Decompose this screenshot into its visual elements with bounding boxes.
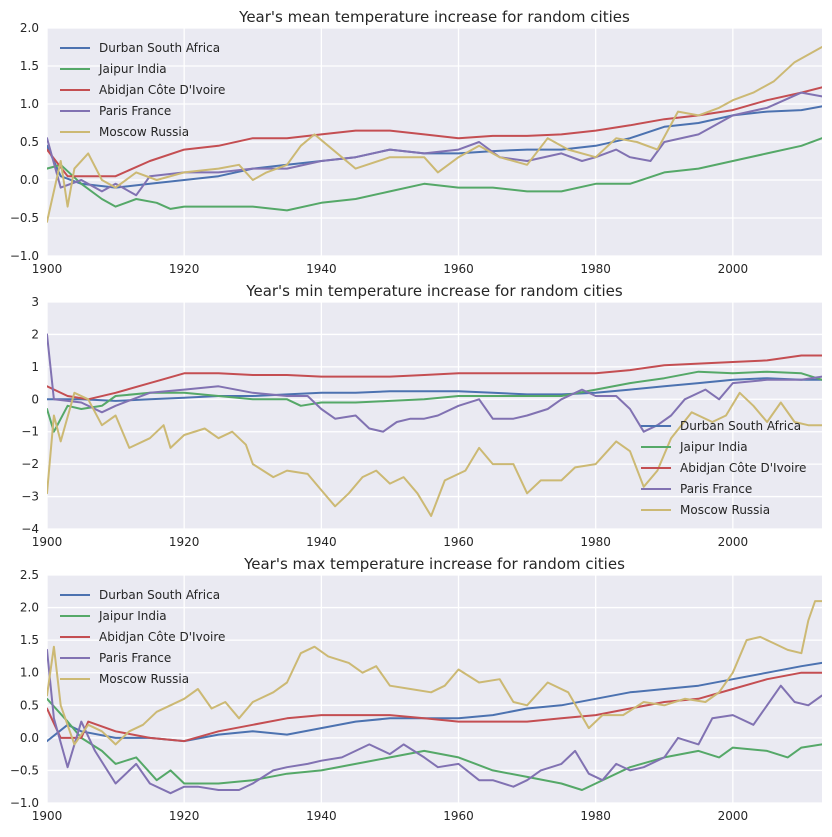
series-line-2	[47, 697, 822, 791]
legend: Durban South Africa Jaipur India Abidjan C…	[60, 41, 225, 139]
legend-label: Durban South Africa	[680, 419, 801, 433]
series-line-5	[47, 391, 822, 517]
chart-panel-3: 1900 1920 1940 1960 1980 2000 −1.0 −0.5 0.0 0.5 1.…	[10, 555, 822, 823]
y-tick-label: 2	[31, 327, 39, 341]
series-line-2	[47, 370, 822, 433]
x-tick-label: 1900	[32, 809, 63, 823]
y-tick-label: 0.0	[20, 731, 39, 745]
y-tick-label: 3	[31, 295, 39, 309]
legend-label: Abidjan Côte D'Ivoire	[680, 461, 806, 475]
x-tick-label: 2000	[718, 262, 749, 276]
series-line-4	[47, 648, 822, 795]
x-tick-label: 1940	[306, 262, 337, 276]
y-tick-label: 2.0	[20, 601, 39, 615]
y-tick-label: 0	[31, 392, 39, 406]
x-tick-label: 1960	[443, 262, 474, 276]
legend-label: Paris France	[99, 104, 171, 118]
x-tick-label: 1920	[169, 535, 200, 549]
series-line-5	[47, 600, 822, 746]
y-tick-label: −1	[21, 425, 39, 439]
legend-label: Durban South Africa	[99, 588, 220, 602]
y-tick-label: 1.0	[20, 666, 39, 680]
legend-label: Moscow Russia	[680, 503, 770, 517]
legend-label: Moscow Russia	[99, 672, 189, 686]
legend-label: Abidjan Côte D'Ivoire	[99, 83, 225, 97]
series-line-2	[47, 137, 822, 212]
x-tick-label: 1980	[580, 262, 611, 276]
legend-label: Jaipur India	[98, 609, 167, 623]
legend-label: Jaipur India	[98, 62, 167, 76]
x-tick-label: 2000	[718, 809, 749, 823]
y-tick-label: 1.5	[20, 59, 39, 73]
y-tick-label: −4	[21, 522, 39, 536]
y-tick-label: −1.0	[10, 249, 39, 263]
x-tick-label: 1960	[443, 535, 474, 549]
series-line-4	[47, 91, 822, 197]
chart-panel-2: 1900 1920 1940 1960 1980 2000 −4 −3 −2 −1 0 1 2 3 Year…	[21, 282, 822, 549]
y-tick-label: −1.0	[10, 796, 39, 810]
y-tick-label: 1	[31, 360, 39, 374]
x-tick-label: 1980	[580, 535, 611, 549]
y-tick-label: −0.5	[10, 763, 39, 777]
y-tick-label: 2.5	[20, 568, 39, 582]
x-tick-label: 1920	[169, 262, 200, 276]
x-tick-label: 1920	[169, 809, 200, 823]
y-tick-label: −3	[21, 490, 39, 504]
y-tick-label: 0.5	[20, 698, 39, 712]
x-tick-label: 1900	[32, 535, 63, 549]
series-line-1	[47, 377, 822, 402]
chart-panel-1: 1900 1920 1940 1960 1980 2000 −1.0 −0.5 0.0 0.5 1.…	[10, 8, 822, 276]
x-tick-label: 1900	[32, 262, 63, 276]
x-tick-label: 1960	[443, 809, 474, 823]
x-tick-label: 1940	[306, 809, 337, 823]
y-tick-label: 1.0	[20, 97, 39, 111]
y-tick-label: −0.5	[10, 211, 39, 225]
legend: Durban South Africa Jaipur India Abidjan C…	[641, 419, 806, 517]
series-line-3	[47, 354, 822, 401]
legend: Durban South Africa Jaipur India Abidjan C…	[60, 588, 225, 686]
chart-title: Year's min temperature increase for rand…	[245, 282, 623, 300]
y-tick-label: 2.0	[20, 21, 39, 35]
chart-title: Year's max temperature increase for rand…	[243, 555, 625, 573]
legend-label: Moscow Russia	[99, 125, 189, 139]
legend-label: Paris France	[680, 482, 752, 496]
y-tick-label: 1.5	[20, 633, 39, 647]
legend-label: Paris France	[99, 651, 171, 665]
series-line-5	[47, 46, 822, 223]
chart-title: Year's mean temperature increase for ran…	[238, 8, 630, 26]
y-tick-label: −2	[21, 457, 39, 471]
x-tick-label: 2000	[718, 535, 749, 549]
legend-label: Durban South Africa	[99, 41, 220, 55]
legend-label: Abidjan Côte D'Ivoire	[99, 630, 225, 644]
x-tick-label: 1940	[306, 535, 337, 549]
series-line-4	[47, 333, 822, 433]
y-tick-label: 0.5	[20, 135, 39, 149]
x-tick-label: 1980	[580, 809, 611, 823]
legend-label: Jaipur India	[679, 440, 748, 454]
y-tick-label: 0.0	[20, 173, 39, 187]
